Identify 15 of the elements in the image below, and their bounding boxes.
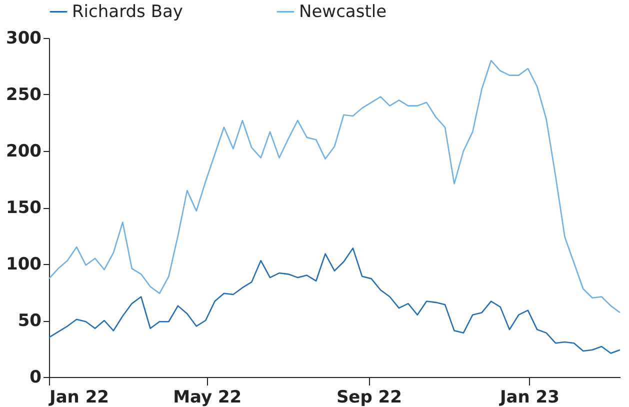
legend-label: Richards Bay (72, 2, 183, 22)
y-tick-label: 50 (18, 311, 42, 331)
line-series (48, 60, 621, 314)
line-series (48, 248, 621, 354)
x-tick-label: May 22 (173, 388, 242, 407)
y-tick-label: 100 (6, 254, 42, 274)
y-tick-label: 300 (6, 28, 42, 48)
x-tick-label: Sep 22 (336, 388, 402, 407)
legend-label: Newcastle (299, 2, 387, 22)
y-tick-label: 150 (6, 198, 42, 218)
y-tick-label: 200 (6, 142, 42, 162)
y-tick-label: 250 (6, 85, 42, 105)
x-tick-label: Jan 22 (48, 388, 109, 407)
y-tick-label: 0 (30, 368, 42, 388)
x-tick-label: Jan 23 (498, 388, 560, 407)
